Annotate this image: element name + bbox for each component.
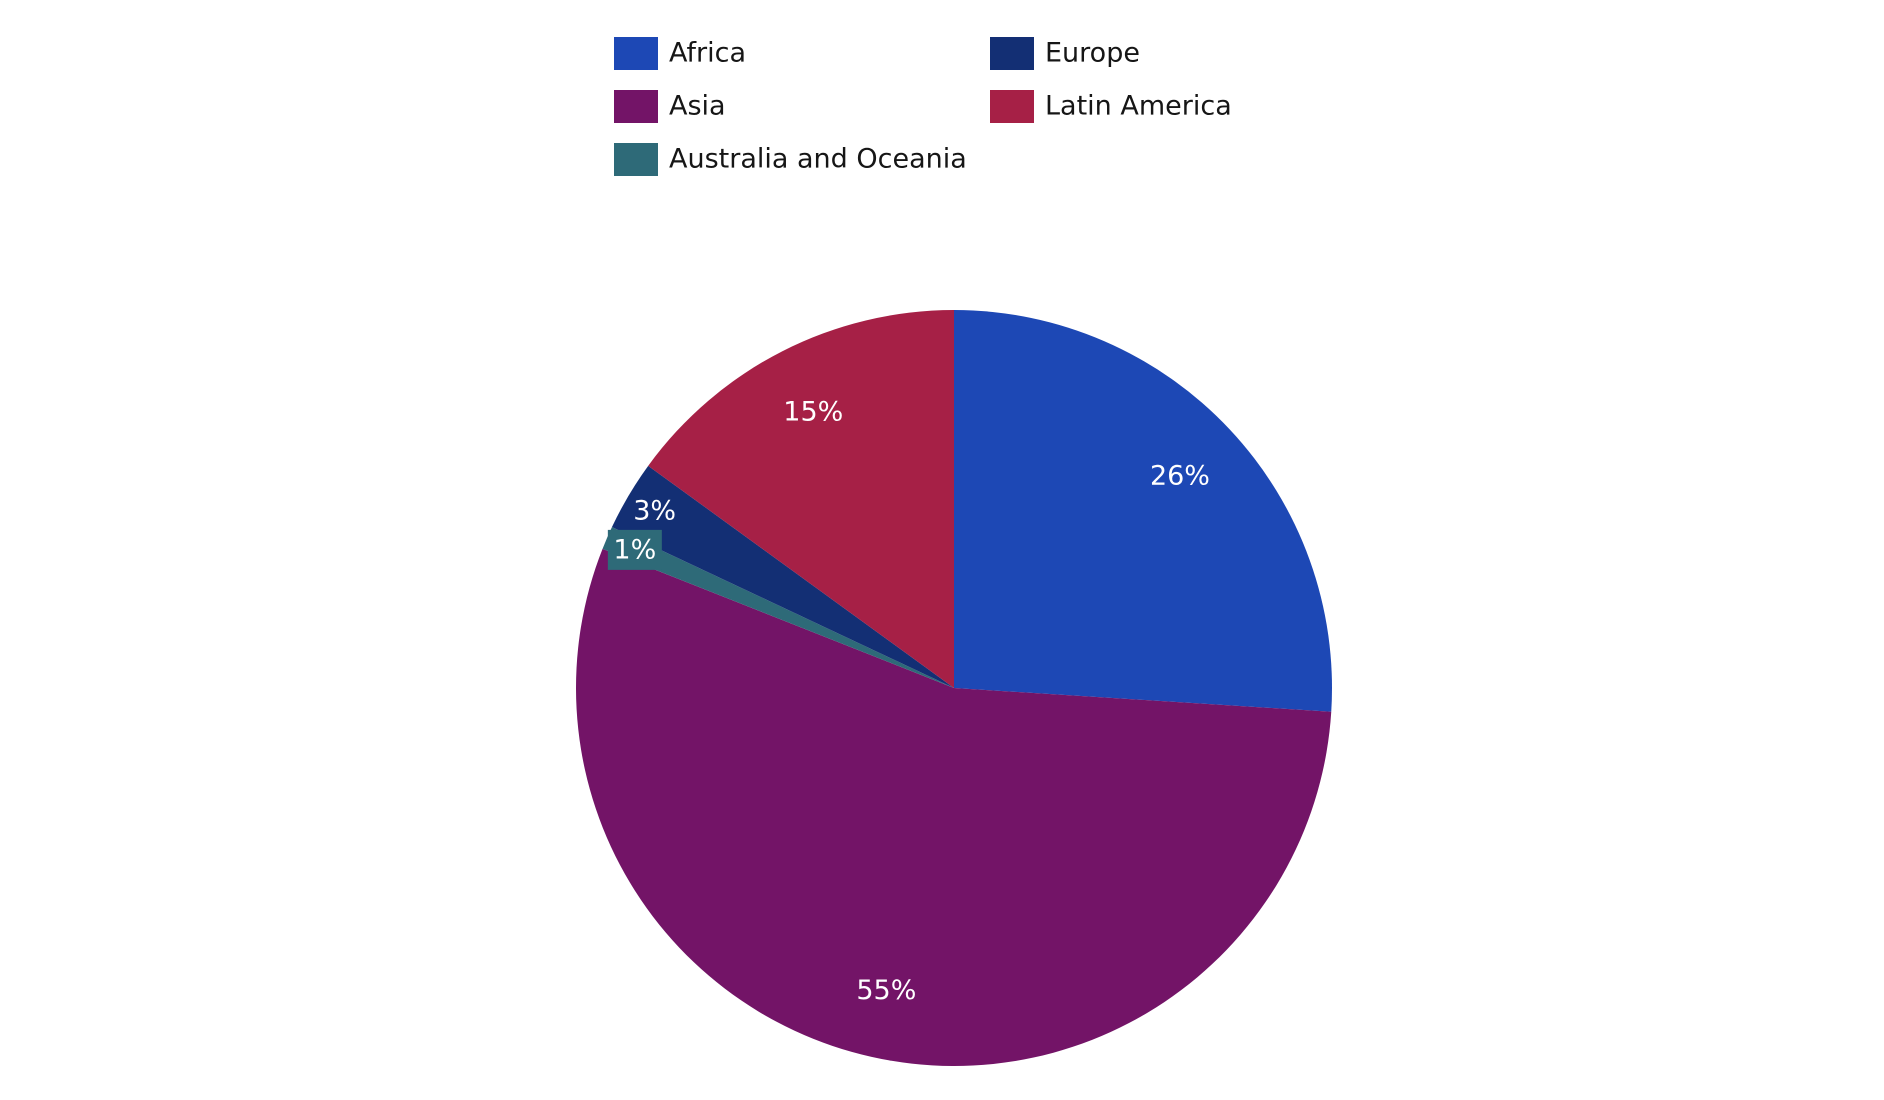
legend-swatch [614,90,658,123]
legend-swatch [614,37,658,70]
pie-slice [611,465,954,688]
value-label-bg [607,529,662,570]
legend-swatch [990,90,1034,123]
pie-slice [576,548,1332,1066]
pie-slice [954,310,1332,712]
pie-slice [602,527,954,688]
value-label: 15% [783,396,843,427]
legend-label: Australia and Oceania [669,144,967,175]
legend-swatch [614,143,658,176]
pie-slice [648,310,954,688]
value-label: 1% [613,534,656,565]
value-label: 55% [856,975,916,1006]
value-label: 26% [1150,460,1210,491]
legend-label: Europe [1045,38,1140,69]
legend-label: Latin America [1045,91,1232,122]
value-label: 3% [633,495,676,526]
legend-label: Africa [669,38,746,69]
legend-label: Asia [669,91,726,122]
legend-swatch [990,37,1034,70]
